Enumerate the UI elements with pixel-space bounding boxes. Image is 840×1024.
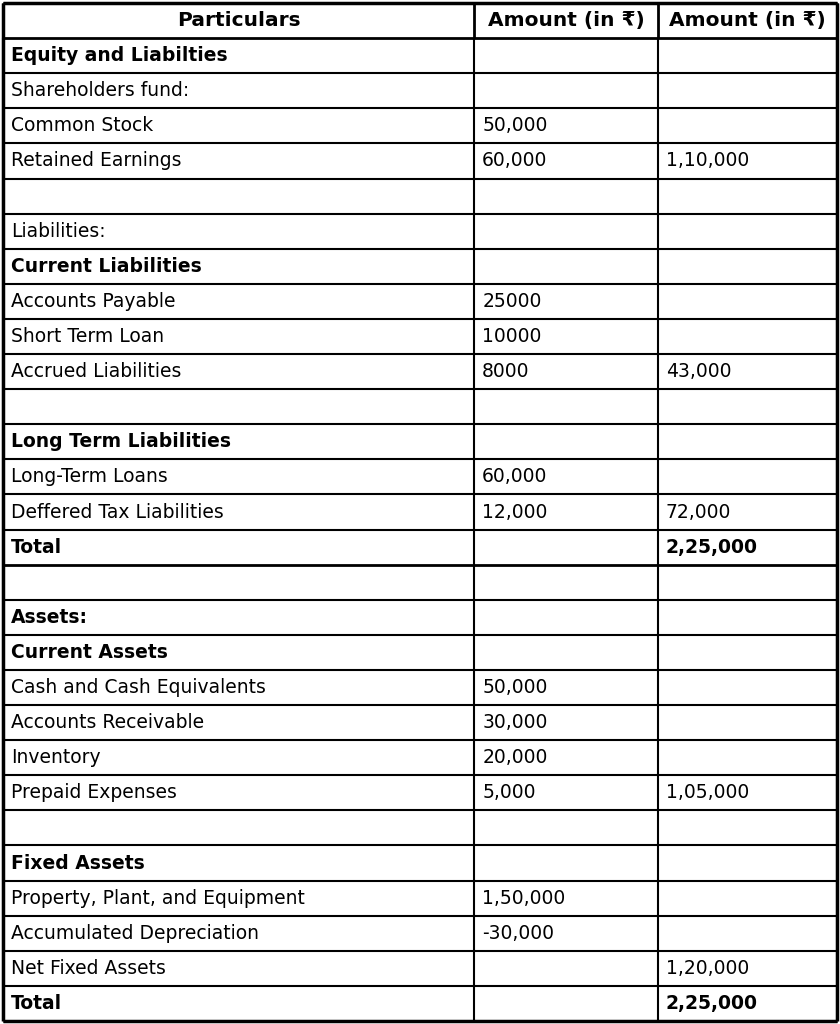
Text: Accounts Payable: Accounts Payable: [11, 292, 176, 311]
Text: Particulars: Particulars: [176, 11, 301, 30]
Text: 5,000: 5,000: [482, 783, 536, 803]
Text: Accumulated Depreciation: Accumulated Depreciation: [11, 924, 259, 943]
Text: 60,000: 60,000: [482, 467, 548, 486]
Text: 1,50,000: 1,50,000: [482, 889, 565, 907]
Text: Fixed Assets: Fixed Assets: [11, 854, 144, 872]
Text: Deffered Tax Liabilities: Deffered Tax Liabilities: [11, 503, 223, 521]
Text: 30,000: 30,000: [482, 713, 548, 732]
Text: 72,000: 72,000: [665, 503, 731, 521]
Text: Amount (in ₹): Amount (in ₹): [487, 11, 644, 30]
Text: 10000: 10000: [482, 327, 542, 346]
Text: Accrued Liabilities: Accrued Liabilities: [11, 362, 181, 381]
Text: 12,000: 12,000: [482, 503, 548, 521]
Text: 43,000: 43,000: [665, 362, 731, 381]
Text: Current Assets: Current Assets: [11, 643, 168, 662]
Text: 1,10,000: 1,10,000: [665, 152, 749, 170]
Text: -30,000: -30,000: [482, 924, 554, 943]
Text: Assets:: Assets:: [11, 608, 88, 627]
Text: Amount (in ₹): Amount (in ₹): [669, 11, 826, 30]
Text: Equity and Liabilties: Equity and Liabilties: [11, 46, 228, 66]
Text: Property, Plant, and Equipment: Property, Plant, and Equipment: [11, 889, 305, 907]
Text: 1,20,000: 1,20,000: [665, 958, 749, 978]
Text: Liabilities:: Liabilities:: [11, 221, 106, 241]
Text: Total: Total: [11, 994, 62, 1013]
Text: Net Fixed Assets: Net Fixed Assets: [11, 958, 165, 978]
Text: Long-Term Loans: Long-Term Loans: [11, 467, 168, 486]
Text: Current Liabilities: Current Liabilities: [11, 257, 202, 275]
Text: 25000: 25000: [482, 292, 542, 311]
Text: Short Term Loan: Short Term Loan: [11, 327, 164, 346]
Text: Retained Earnings: Retained Earnings: [11, 152, 181, 170]
Text: Shareholders fund:: Shareholders fund:: [11, 81, 189, 100]
Text: Prepaid Expenses: Prepaid Expenses: [11, 783, 177, 803]
Text: 8000: 8000: [482, 362, 530, 381]
Text: 2,25,000: 2,25,000: [665, 538, 758, 557]
Text: Total: Total: [11, 538, 62, 557]
Text: 2,25,000: 2,25,000: [665, 994, 758, 1013]
Text: Accounts Receivable: Accounts Receivable: [11, 713, 204, 732]
Text: 60,000: 60,000: [482, 152, 548, 170]
Text: Long Term Liabilities: Long Term Liabilities: [11, 432, 231, 452]
Text: 1,05,000: 1,05,000: [665, 783, 749, 803]
Text: Inventory: Inventory: [11, 749, 101, 767]
Text: Common Stock: Common Stock: [11, 117, 153, 135]
Text: 20,000: 20,000: [482, 749, 548, 767]
Text: Cash and Cash Equivalents: Cash and Cash Equivalents: [11, 678, 266, 697]
Text: 50,000: 50,000: [482, 678, 548, 697]
Text: 50,000: 50,000: [482, 117, 548, 135]
